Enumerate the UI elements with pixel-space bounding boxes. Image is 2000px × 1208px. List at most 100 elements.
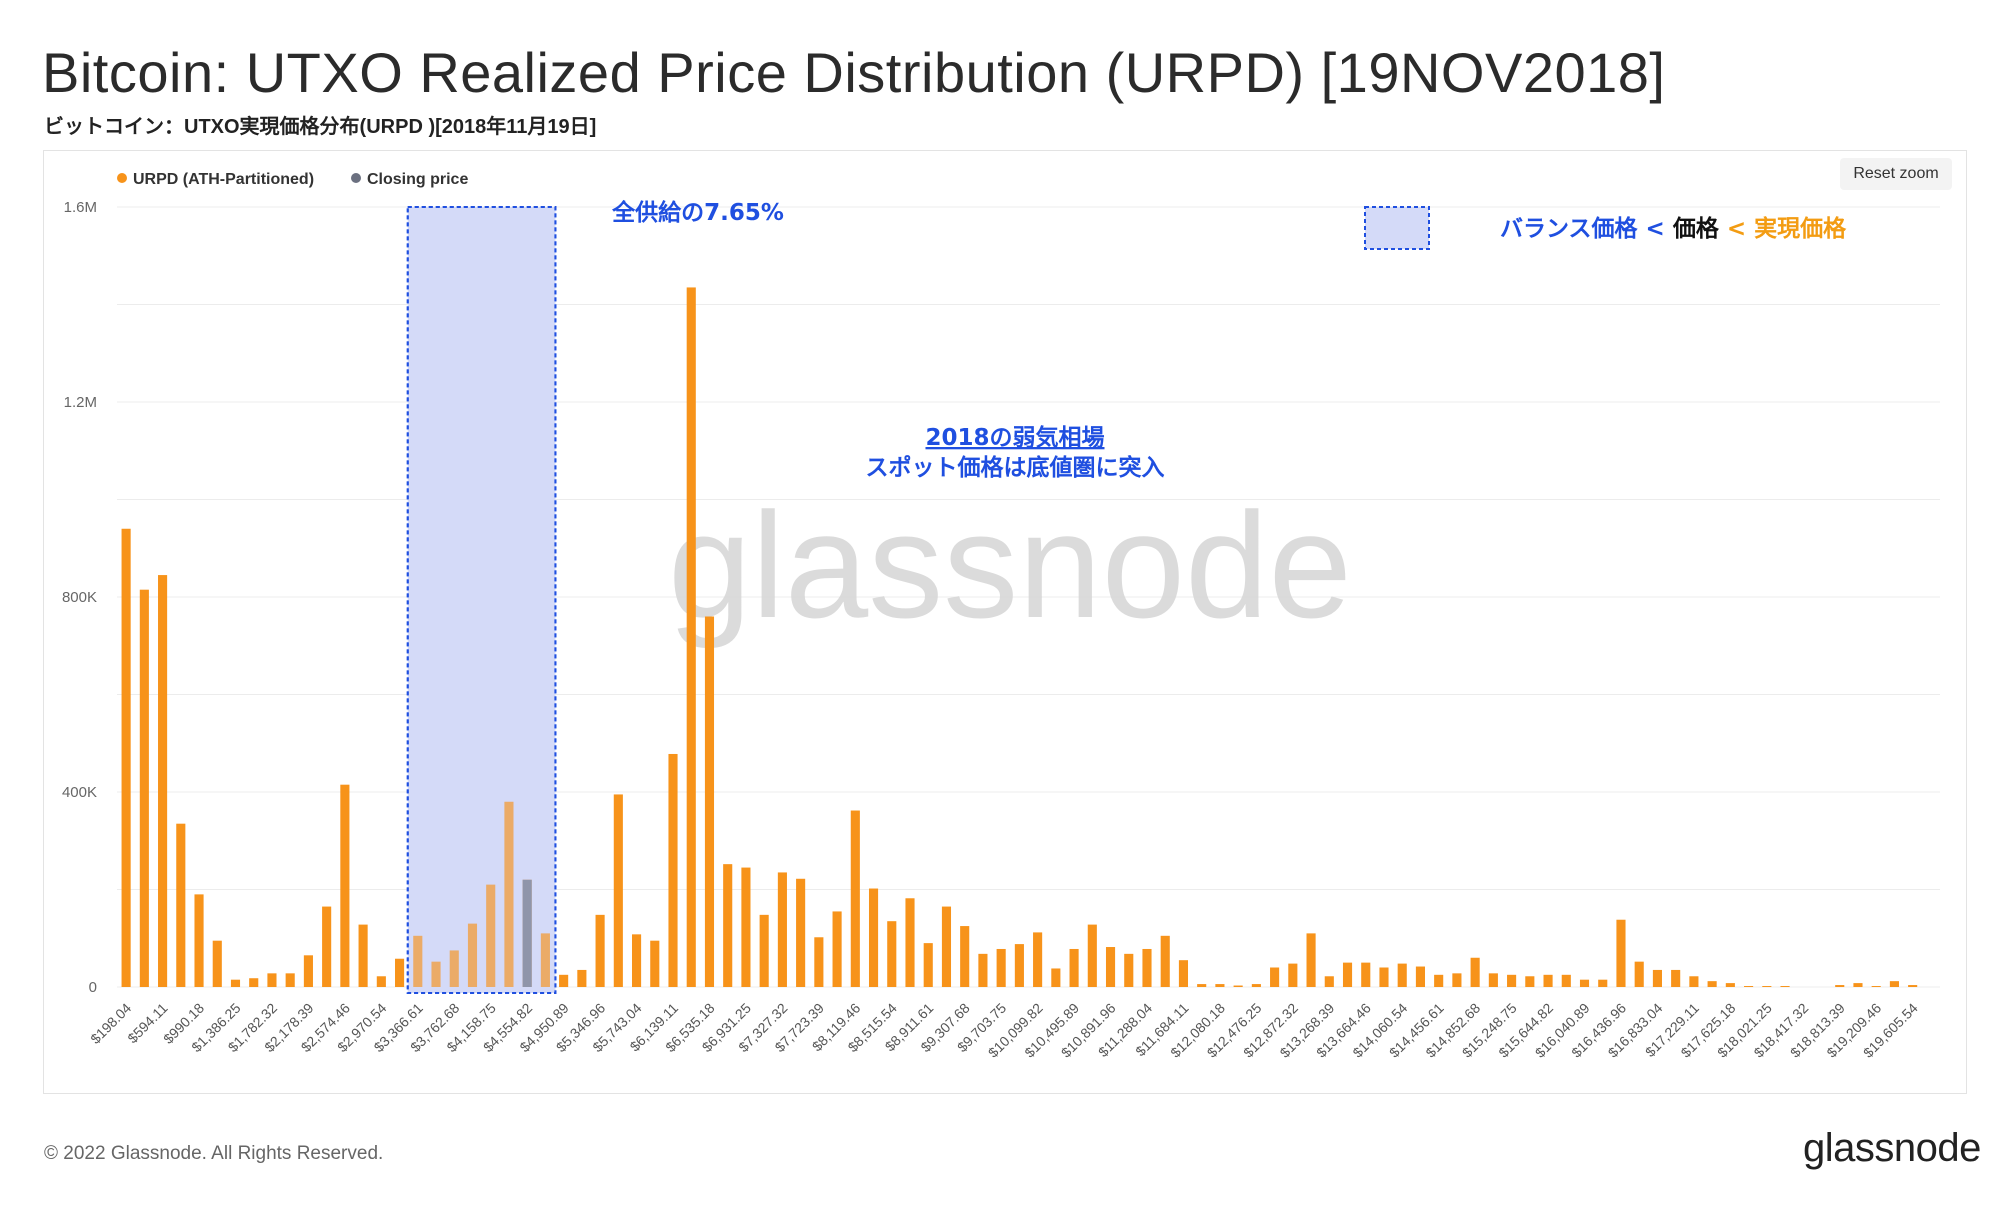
- bar-urpd[interactable]: [1251, 984, 1261, 987]
- bar-urpd[interactable]: [1689, 976, 1699, 987]
- bar-closing-price[interactable]: [522, 879, 532, 987]
- bar-urpd[interactable]: [1069, 948, 1079, 987]
- bar-urpd[interactable]: [1652, 969, 1662, 987]
- bar-urpd[interactable]: [1561, 974, 1571, 987]
- bar-urpd[interactable]: [1142, 948, 1152, 987]
- bar-urpd[interactable]: [1324, 976, 1334, 987]
- bar-urpd[interactable]: [887, 921, 897, 987]
- bar-urpd[interactable]: [1579, 979, 1590, 987]
- bar-urpd[interactable]: [1507, 974, 1517, 987]
- bar-urpd[interactable]: [1178, 960, 1189, 987]
- bar-urpd[interactable]: [686, 287, 696, 987]
- bar-urpd[interactable]: [1051, 968, 1061, 987]
- bar-urpd[interactable]: [1780, 986, 1790, 987]
- bar-urpd[interactable]: [832, 911, 842, 987]
- bar-urpd[interactable]: [1470, 957, 1480, 987]
- bar-urpd[interactable]: [139, 589, 149, 987]
- bar-urpd[interactable]: [449, 950, 459, 987]
- bar-urpd[interactable]: [1452, 973, 1462, 987]
- bar-urpd[interactable]: [1762, 986, 1772, 987]
- bar-urpd[interactable]: [249, 978, 259, 987]
- bar-urpd[interactable]: [650, 940, 660, 987]
- bar-urpd[interactable]: [1288, 963, 1298, 987]
- bar-urpd[interactable]: [1725, 983, 1735, 987]
- bar-urpd[interactable]: [1014, 944, 1024, 987]
- bar-urpd[interactable]: [1598, 979, 1608, 987]
- bar-urpd[interactable]: [1616, 919, 1626, 987]
- bar-urpd[interactable]: [194, 894, 204, 987]
- bar-urpd[interactable]: [1160, 935, 1170, 987]
- reset-zoom-button[interactable]: Reset zoom: [1840, 158, 1952, 190]
- bar-urpd[interactable]: [613, 794, 623, 987]
- bar-urpd[interactable]: [230, 979, 241, 987]
- bar-urpd[interactable]: [941, 906, 952, 987]
- bar-urpd[interactable]: [595, 914, 605, 987]
- bar-urpd[interactable]: [486, 884, 496, 987]
- bar-urpd[interactable]: [905, 898, 915, 987]
- bar-urpd[interactable]: [413, 935, 423, 987]
- bar-urpd[interactable]: [267, 973, 277, 987]
- bar-urpd[interactable]: [431, 961, 441, 987]
- bar-urpd[interactable]: [1488, 973, 1498, 987]
- bar-urpd[interactable]: [1434, 974, 1444, 987]
- bar-urpd[interactable]: [1415, 966, 1426, 987]
- bar-urpd[interactable]: [1342, 962, 1353, 987]
- bar-urpd[interactable]: [1634, 961, 1644, 987]
- bar-urpd[interactable]: [1105, 947, 1116, 987]
- bar-urpd[interactable]: [631, 934, 642, 987]
- bar-urpd[interactable]: [467, 923, 478, 987]
- bar-urpd[interactable]: [814, 937, 824, 987]
- bar-urpd[interactable]: [376, 976, 386, 987]
- bar-urpd[interactable]: [759, 914, 769, 987]
- bar-urpd[interactable]: [176, 823, 186, 987]
- bar-urpd[interactable]: [559, 974, 569, 987]
- bar-urpd[interactable]: [796, 878, 806, 987]
- bar-urpd[interactable]: [1671, 969, 1681, 987]
- bar-urpd[interactable]: [1233, 985, 1243, 987]
- bar-urpd[interactable]: [1197, 984, 1207, 987]
- bar-urpd[interactable]: [1215, 984, 1225, 987]
- bar-urpd[interactable]: [1889, 981, 1899, 987]
- bar-urpd[interactable]: [1871, 986, 1881, 987]
- bar-urpd[interactable]: [1033, 932, 1043, 987]
- bar-urpd[interactable]: [340, 784, 350, 987]
- bar-urpd[interactable]: [1270, 967, 1280, 988]
- bar-urpd[interactable]: [1744, 986, 1754, 987]
- bar-urpd[interactable]: [1379, 967, 1389, 988]
- legend-item-closing-price[interactable]: Closing price: [351, 171, 468, 188]
- bar-urpd[interactable]: [996, 948, 1006, 987]
- bar-urpd[interactable]: [1306, 933, 1316, 987]
- bar-urpd[interactable]: [923, 943, 933, 987]
- bar-urpd[interactable]: [395, 958, 405, 987]
- bar-urpd[interactable]: [1361, 962, 1371, 987]
- bar-urpd[interactable]: [1707, 981, 1717, 987]
- bar-urpd[interactable]: [1397, 963, 1407, 987]
- bar-urpd[interactable]: [704, 616, 715, 988]
- bar-urpd[interactable]: [322, 906, 332, 987]
- bar-urpd[interactable]: [1543, 974, 1553, 987]
- bar-urpd[interactable]: [1124, 953, 1134, 987]
- bar-urpd[interactable]: [668, 753, 678, 987]
- bar-urpd[interactable]: [850, 810, 860, 987]
- bar-urpd[interactable]: [1853, 983, 1863, 987]
- bar-urpd[interactable]: [1835, 985, 1845, 987]
- bar-urpd[interactable]: [358, 924, 368, 987]
- bar-urpd[interactable]: [303, 955, 313, 987]
- bar-urpd[interactable]: [577, 969, 587, 987]
- bar-urpd[interactable]: [723, 864, 733, 987]
- legend-item-urpd[interactable]: URPD (ATH-Partitioned): [117, 171, 314, 188]
- bar-urpd[interactable]: [212, 940, 222, 987]
- bar-urpd[interactable]: [868, 888, 879, 987]
- bar-urpd[interactable]: [158, 575, 168, 987]
- bar-urpd[interactable]: [1908, 985, 1918, 987]
- bar-urpd[interactable]: [777, 872, 787, 987]
- bar-urpd[interactable]: [741, 867, 751, 987]
- bar-urpd[interactable]: [540, 933, 550, 987]
- bar-urpd[interactable]: [504, 801, 514, 987]
- bar-urpd[interactable]: [121, 528, 131, 987]
- bar-urpd[interactable]: [1087, 924, 1097, 987]
- bar-urpd[interactable]: [978, 953, 988, 987]
- bar-urpd[interactable]: [1525, 976, 1535, 987]
- bar-urpd[interactable]: [960, 926, 970, 987]
- bar-urpd[interactable]: [285, 973, 295, 987]
